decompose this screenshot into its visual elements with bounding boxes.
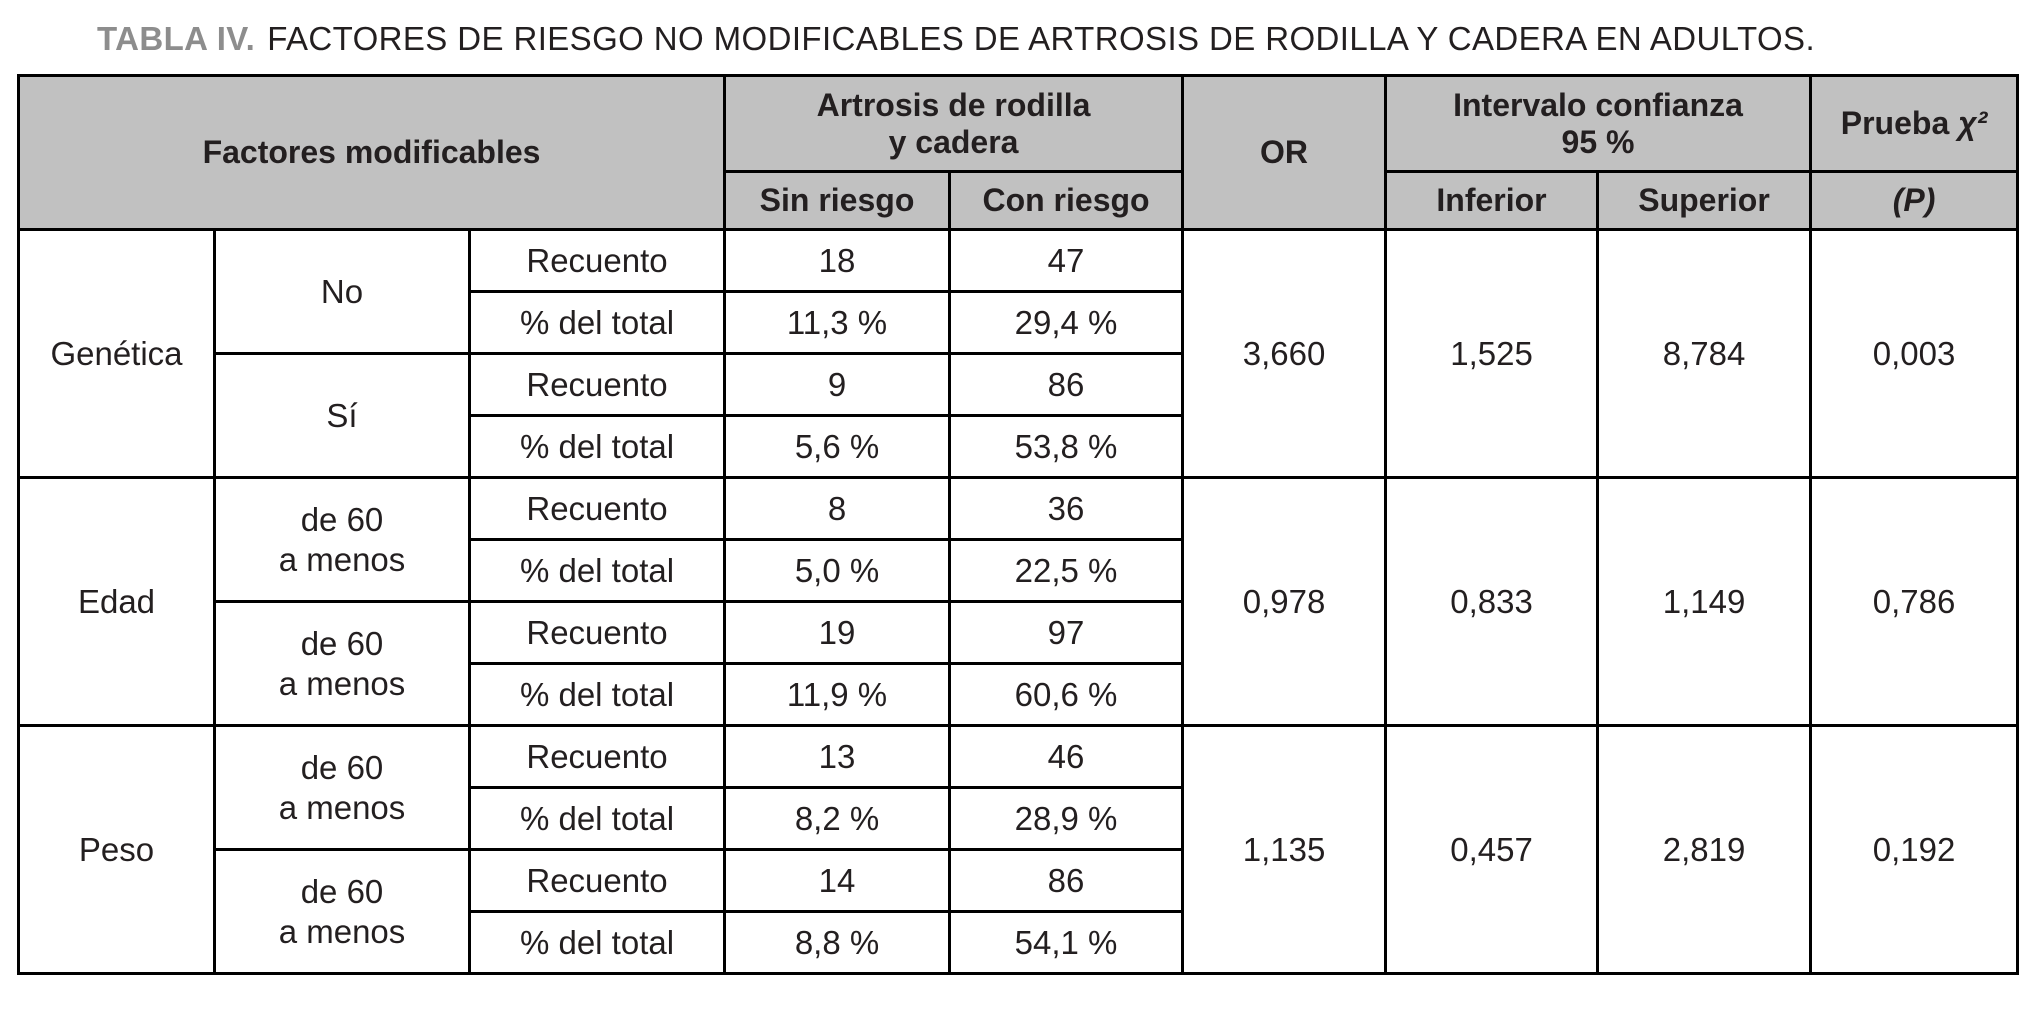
con-riesgo-cell: 22,5 % [948, 538, 1185, 603]
con-riesgo-cell: 29,4 % [948, 290, 1185, 355]
measure-cell: % del total [467, 786, 727, 851]
or-cell: 1,135 [1181, 724, 1388, 975]
header-or: OR [1181, 74, 1388, 231]
measure-cell: % del total [467, 538, 727, 603]
header-factores: Factores modificables [16, 74, 727, 231]
subgroup-cell: de 60 a menos [213, 848, 471, 975]
subgroup-cell: de 60 a menos [213, 476, 471, 603]
header-prueba-text: Prueba [1840, 105, 1950, 142]
sin-riesgo-cell: 11,3 % [723, 290, 952, 355]
table-row: % del total 8,2 % 28,9 % [19, 786, 2018, 851]
subgroup-cell: de 60 a menos [213, 724, 471, 851]
header-inferior: Inferior [1384, 170, 1600, 231]
risk-factors-table: Factores modificables Artrosis de rodill… [16, 74, 2020, 975]
measure-cell: Recuento [467, 476, 727, 541]
header-row-1: Factores modificables Artrosis de rodill… [16, 74, 2020, 231]
or-cell: 3,660 [1181, 228, 1388, 479]
measure-cell: % del total [467, 910, 727, 975]
measure-cell: % del total [467, 414, 727, 479]
ci-inferior-cell: 0,833 [1384, 476, 1600, 727]
header-artrosis: Artrosis de rodilla y cadera [723, 74, 1185, 173]
ci-superior-cell: 2,819 [1596, 724, 1813, 975]
sin-riesgo-cell: 13 [723, 724, 952, 789]
p-value-cell: 0,192 [1809, 724, 2020, 975]
header-row-2: Sin riesgo Con riesgo Inferior Superior … [19, 170, 2020, 231]
table-row: % del total 11,9 % 60,6 % [19, 662, 2018, 727]
ci-superior-cell: 1,149 [1596, 476, 1813, 727]
subgroup-cell: No [213, 228, 471, 355]
con-riesgo-cell: 46 [948, 724, 1185, 789]
header-p: (P) [1809, 170, 2020, 231]
measure-cell: Recuento [467, 228, 727, 293]
sin-riesgo-cell: 14 [723, 848, 952, 913]
header-superior: Superior [1596, 170, 1813, 231]
factor-cell: Edad [17, 476, 216, 727]
table-row: Genética No Recuento 18 47 3,660 1,525 8… [17, 228, 2020, 479]
table-row: Sí Recuento 9 86 [19, 352, 2018, 479]
table-header: Factores modificables Artrosis de rodill… [16, 74, 2020, 231]
factor-cell: Peso [17, 724, 216, 975]
subgroup-cell: de 60 a menos [213, 600, 471, 727]
con-riesgo-cell: 28,9 % [948, 786, 1185, 851]
con-riesgo-cell: 54,1 % [948, 910, 1185, 975]
or-cell: 0,978 [1181, 476, 1388, 727]
sin-riesgo-cell: 9 [723, 352, 952, 417]
table-row: % del total 5,6 % 53,8 % [19, 414, 2018, 479]
factor-cell: Genética [17, 228, 216, 479]
con-riesgo-cell: 53,8 % [948, 414, 1185, 479]
sin-riesgo-cell: 5,6 % [723, 414, 952, 479]
table-body: Genética No Recuento 18 47 3,660 1,525 8… [17, 228, 2020, 975]
table-row: de 60 a menos Recuento 19 97 [19, 600, 2018, 727]
con-riesgo-cell: 97 [948, 600, 1185, 665]
con-riesgo-cell: 47 [948, 228, 1185, 293]
table-row: de 60 a menos Recuento 14 86 [19, 848, 2018, 975]
header-sin-riesgo: Sin riesgo [723, 170, 952, 231]
table-row: Peso de 60 a menos Recuento 13 46 1,135 … [17, 724, 2020, 975]
sin-riesgo-cell: 18 [723, 228, 952, 293]
table-title-label: TABLA IV. [97, 20, 256, 57]
measure-cell: Recuento [467, 848, 727, 913]
ci-superior-cell: 8,784 [1596, 228, 1813, 479]
ci-inferior-cell: 0,457 [1384, 724, 1600, 975]
table-row: % del total 5,0 % 22,5 % [19, 538, 2018, 603]
con-riesgo-cell: 60,6 % [948, 662, 1185, 727]
table-title: TABLA IV. FACTORES DE RIESGO NO MODIFICAB… [17, 20, 2023, 58]
con-riesgo-cell: 86 [948, 848, 1185, 913]
header-prueba: Prueba χ² [1809, 74, 2020, 173]
sin-riesgo-cell: 11,9 % [723, 662, 952, 727]
measure-cell: % del total [467, 662, 727, 727]
measure-cell: Recuento [467, 600, 727, 665]
header-intervalo: Intervalo confianza 95 % [1384, 74, 1813, 173]
table-row: % del total 11,3 % 29,4 % [19, 290, 2018, 355]
table-title-text: FACTORES DE RIESGO NO MODIFICABLES DE AR… [267, 20, 1816, 57]
sin-riesgo-cell: 8,2 % [723, 786, 952, 851]
con-riesgo-cell: 36 [948, 476, 1185, 541]
p-value-cell: 0,003 [1809, 228, 2020, 479]
table-row: Edad de 60 a menos Recuento 8 36 0,978 0… [17, 476, 2020, 727]
sin-riesgo-cell: 8,8 % [723, 910, 952, 975]
measure-cell: Recuento [467, 352, 727, 417]
header-con-riesgo: Con riesgo [948, 170, 1185, 231]
measure-cell: Recuento [467, 724, 727, 789]
chi-squared-symbol: χ² [1958, 105, 1988, 142]
sin-riesgo-cell: 5,0 % [723, 538, 952, 603]
sin-riesgo-cell: 8 [723, 476, 952, 541]
p-value-cell: 0,786 [1809, 476, 2020, 727]
ci-inferior-cell: 1,525 [1384, 228, 1600, 479]
subgroup-cell: Sí [213, 352, 471, 479]
measure-cell: % del total [467, 290, 727, 355]
con-riesgo-cell: 86 [948, 352, 1185, 417]
sin-riesgo-cell: 19 [723, 600, 952, 665]
table-row: % del total 8,8 % 54,1 % [19, 910, 2018, 975]
